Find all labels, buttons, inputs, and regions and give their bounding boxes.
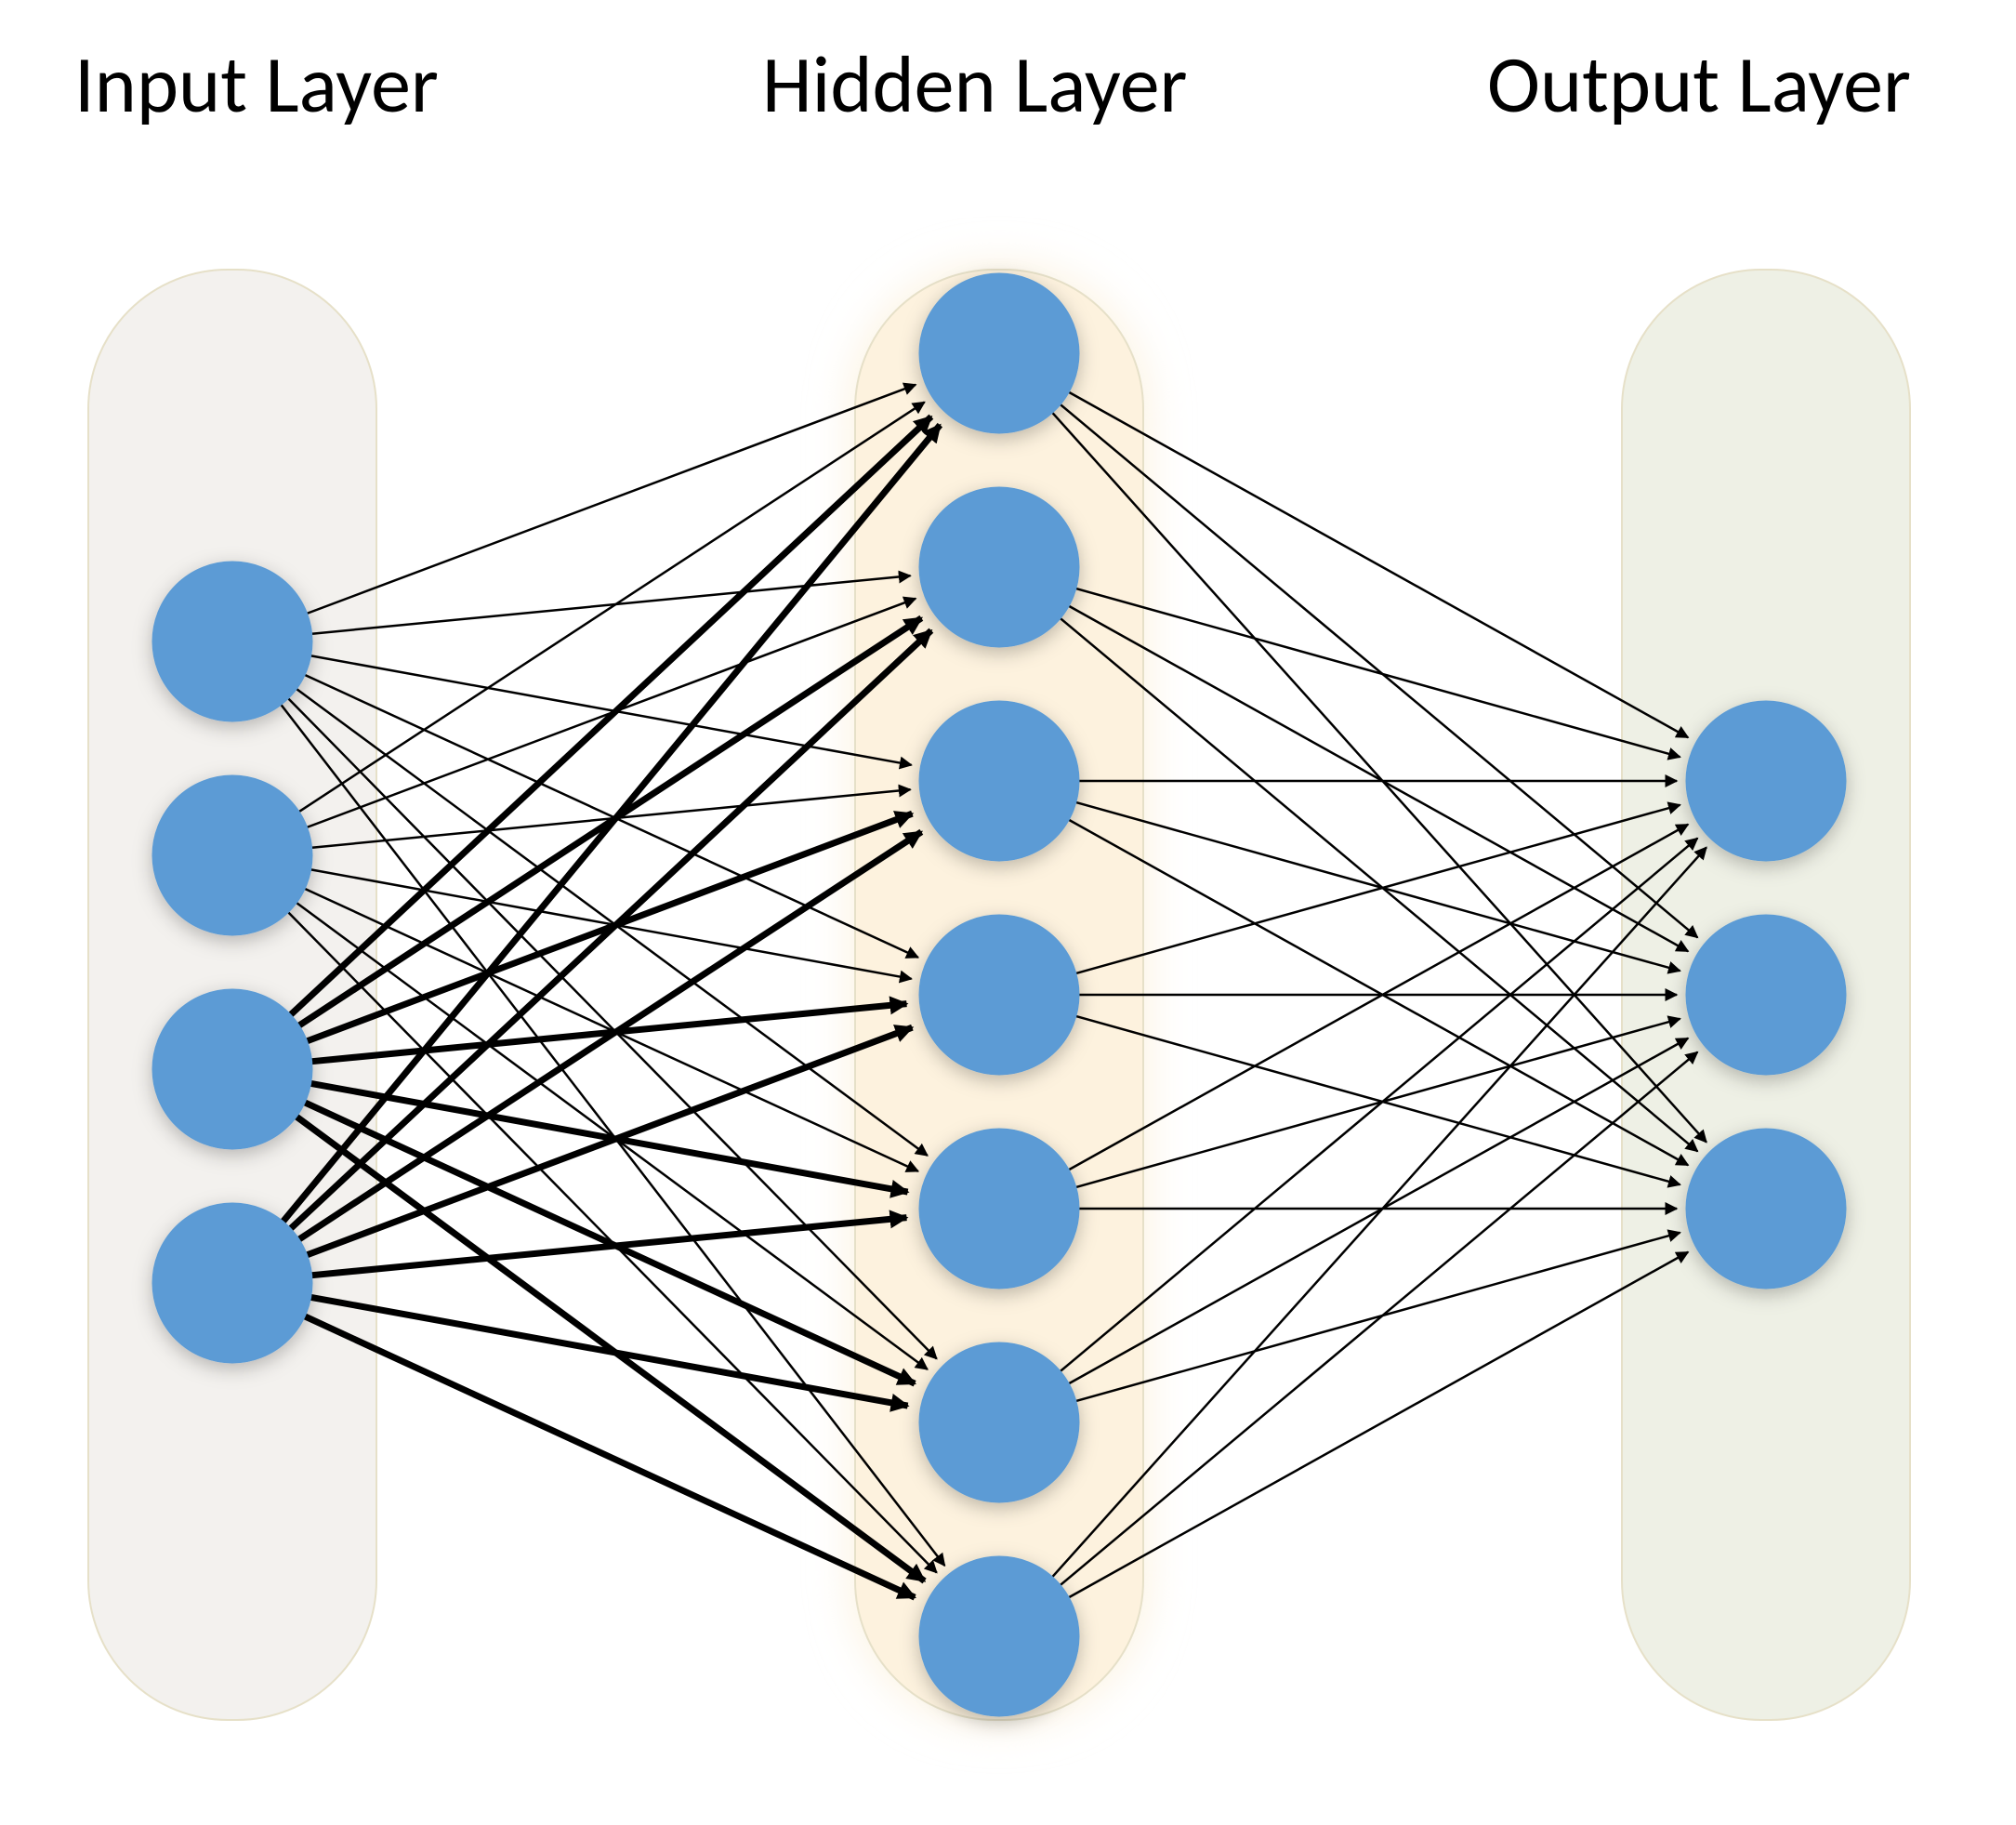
edge — [1069, 820, 1688, 1165]
edge — [312, 575, 911, 633]
edge — [283, 425, 941, 1222]
edge — [311, 655, 912, 764]
edge — [308, 385, 916, 614]
node-output-2 — [1686, 1129, 1846, 1289]
edge — [1076, 805, 1680, 973]
edge — [1076, 802, 1680, 971]
edge — [1061, 404, 1697, 937]
edge — [1061, 618, 1697, 1151]
edge — [308, 1027, 913, 1255]
label-output: Output Layer — [1487, 36, 1911, 134]
edge — [1076, 1016, 1680, 1184]
node-input-0 — [152, 562, 312, 721]
edge — [1061, 1052, 1697, 1585]
label-input: Input Layer — [74, 36, 439, 134]
edge — [312, 1218, 907, 1276]
node-hidden-5 — [919, 1342, 1079, 1502]
node-hidden-2 — [919, 701, 1079, 861]
label-hidden: Hidden Layer — [762, 36, 1188, 134]
edge — [1061, 839, 1697, 1371]
edge — [1052, 413, 1706, 1143]
edge — [1076, 1233, 1680, 1401]
layer-labels: Input Layer Hidden Layer Output Layer — [74, 36, 1911, 134]
edge — [1069, 825, 1688, 1170]
edge — [1069, 1038, 1688, 1383]
edge — [311, 1297, 908, 1406]
node-hidden-3 — [919, 915, 1079, 1075]
edge — [1076, 588, 1680, 757]
node-hidden-0 — [919, 273, 1079, 433]
edge — [1076, 1019, 1680, 1187]
edge — [1069, 392, 1688, 737]
node-input-1 — [152, 775, 312, 935]
edge — [1069, 1252, 1688, 1597]
node-output-1 — [1686, 915, 1846, 1075]
node-hidden-6 — [919, 1556, 1079, 1716]
edge — [1069, 606, 1688, 951]
node-hidden-4 — [919, 1129, 1079, 1289]
node-input-3 — [152, 1203, 312, 1363]
neural-network-diagram: Input Layer Hidden Layer Output Layer — [0, 0, 2016, 1825]
node-output-0 — [1686, 701, 1846, 861]
edge — [1052, 847, 1706, 1577]
node-hidden-1 — [919, 487, 1079, 647]
node-input-2 — [152, 989, 312, 1149]
